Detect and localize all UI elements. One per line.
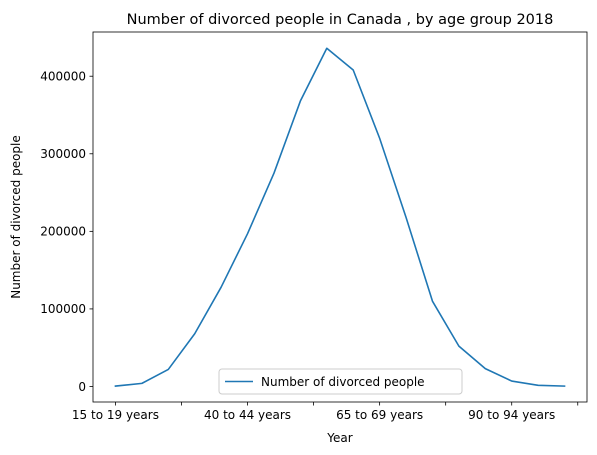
legend: Number of divorced people <box>218 368 463 395</box>
x-axis-title: Year <box>326 431 352 445</box>
x-tick-label: 90 to 94 years <box>468 408 555 422</box>
y-tick-label: 200000 <box>40 225 86 239</box>
y-axis-ticks: 0 100000 200000 300000 400000 <box>40 70 93 394</box>
y-axis-title: Number of divorced people <box>9 135 23 299</box>
y-tick-label: 400000 <box>40 70 86 84</box>
legend-label: Number of divorced people <box>261 375 425 389</box>
plot-frame <box>92 31 588 403</box>
y-tick-label: 300000 <box>40 147 86 161</box>
chart-title: Number of divorced people in Canada , by… <box>127 12 554 28</box>
series-line <box>114 47 566 387</box>
series-layer <box>114 47 566 387</box>
y-tick-label: 100000 <box>40 302 86 316</box>
x-tick-label: 40 to 44 years <box>204 408 291 422</box>
x-tick-label: 15 to 19 years <box>72 408 159 422</box>
y-tick-label: 0 <box>78 380 86 394</box>
x-tick-label: 65 to 69 years <box>336 408 423 422</box>
x-axis-ticks: 15 to 19 years 40 to 44 years 65 to 69 yea… <box>72 402 579 422</box>
legend-box <box>218 368 463 395</box>
